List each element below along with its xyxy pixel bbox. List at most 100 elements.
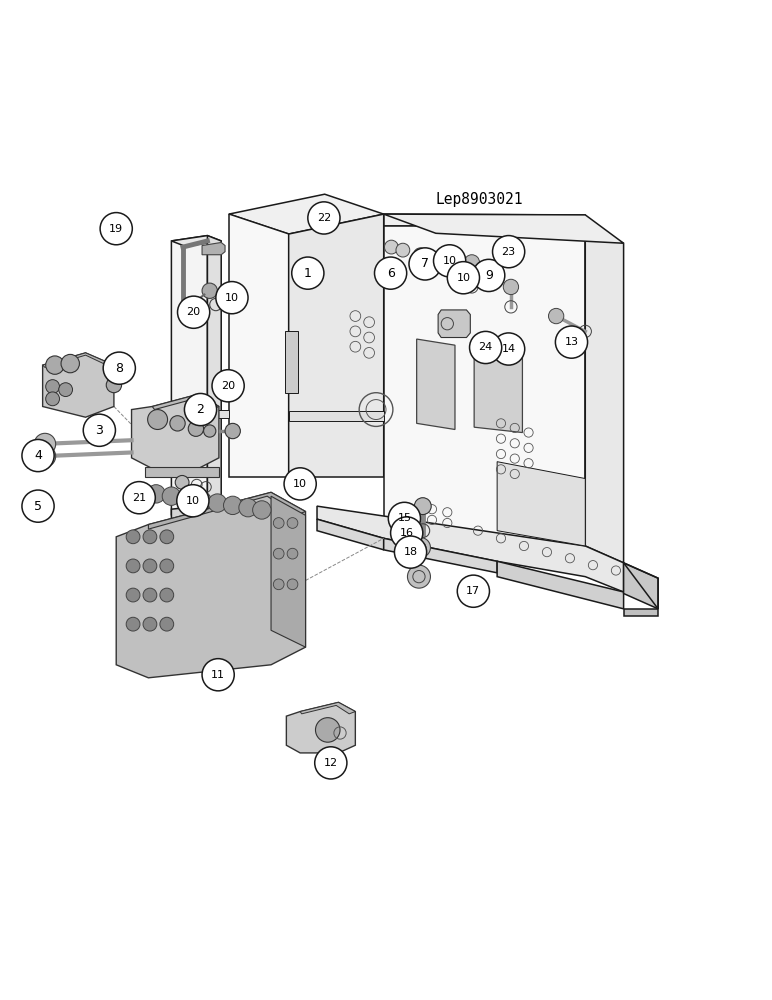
Text: 3: 3 bbox=[96, 424, 103, 437]
Circle shape bbox=[46, 356, 64, 374]
Circle shape bbox=[411, 538, 431, 557]
Polygon shape bbox=[229, 194, 384, 234]
Circle shape bbox=[160, 559, 174, 573]
Circle shape bbox=[34, 433, 56, 455]
Circle shape bbox=[143, 588, 157, 602]
Circle shape bbox=[143, 617, 157, 631]
Circle shape bbox=[178, 296, 210, 328]
Circle shape bbox=[212, 370, 244, 402]
Polygon shape bbox=[585, 226, 624, 563]
Polygon shape bbox=[271, 496, 306, 647]
Polygon shape bbox=[229, 214, 289, 477]
Circle shape bbox=[408, 565, 431, 588]
Polygon shape bbox=[208, 236, 222, 515]
Polygon shape bbox=[171, 236, 208, 515]
Text: 20: 20 bbox=[221, 381, 235, 391]
Polygon shape bbox=[289, 214, 384, 477]
Circle shape bbox=[469, 331, 502, 364]
Text: 17: 17 bbox=[466, 586, 480, 596]
Circle shape bbox=[434, 245, 466, 277]
Circle shape bbox=[22, 490, 54, 522]
Circle shape bbox=[34, 446, 56, 467]
Circle shape bbox=[46, 380, 59, 393]
Circle shape bbox=[374, 257, 407, 289]
Circle shape bbox=[394, 536, 427, 568]
Text: 22: 22 bbox=[317, 213, 331, 223]
Circle shape bbox=[216, 282, 248, 314]
Circle shape bbox=[422, 252, 435, 265]
Circle shape bbox=[143, 559, 157, 573]
Circle shape bbox=[147, 410, 168, 429]
Text: 14: 14 bbox=[502, 344, 516, 354]
Circle shape bbox=[193, 492, 212, 510]
Text: 12: 12 bbox=[323, 758, 338, 768]
Circle shape bbox=[384, 240, 398, 254]
Polygon shape bbox=[474, 343, 523, 433]
Circle shape bbox=[308, 202, 340, 234]
Circle shape bbox=[292, 257, 324, 289]
Circle shape bbox=[123, 482, 155, 514]
Circle shape bbox=[273, 518, 284, 528]
Circle shape bbox=[415, 498, 432, 515]
Polygon shape bbox=[438, 310, 470, 338]
Circle shape bbox=[391, 517, 423, 549]
Polygon shape bbox=[384, 538, 497, 573]
Polygon shape bbox=[42, 353, 114, 367]
Circle shape bbox=[287, 548, 298, 559]
Circle shape bbox=[177, 485, 209, 517]
Polygon shape bbox=[171, 521, 240, 532]
Circle shape bbox=[204, 425, 216, 437]
Text: 10: 10 bbox=[456, 273, 470, 283]
Circle shape bbox=[316, 718, 340, 742]
Polygon shape bbox=[285, 331, 298, 393]
Polygon shape bbox=[148, 492, 306, 529]
Text: 8: 8 bbox=[115, 362, 124, 375]
Polygon shape bbox=[152, 394, 219, 410]
Circle shape bbox=[126, 588, 140, 602]
Circle shape bbox=[202, 659, 234, 691]
Circle shape bbox=[493, 236, 525, 268]
Text: Lep8903021: Lep8903021 bbox=[436, 192, 523, 207]
Circle shape bbox=[287, 518, 298, 528]
Circle shape bbox=[555, 326, 587, 358]
Circle shape bbox=[414, 248, 428, 262]
Text: 24: 24 bbox=[479, 342, 493, 352]
Circle shape bbox=[126, 559, 140, 573]
Circle shape bbox=[225, 423, 240, 439]
Polygon shape bbox=[497, 462, 585, 546]
Polygon shape bbox=[144, 467, 219, 477]
Circle shape bbox=[107, 377, 121, 393]
Text: 16: 16 bbox=[400, 528, 414, 538]
Circle shape bbox=[396, 243, 410, 257]
Circle shape bbox=[284, 468, 317, 500]
Polygon shape bbox=[384, 226, 585, 546]
Polygon shape bbox=[208, 410, 229, 418]
Text: 7: 7 bbox=[421, 257, 429, 270]
Circle shape bbox=[188, 421, 204, 436]
Text: 1: 1 bbox=[304, 267, 312, 280]
Circle shape bbox=[103, 352, 135, 384]
Circle shape bbox=[147, 485, 165, 503]
Text: 6: 6 bbox=[387, 267, 394, 280]
Text: 10: 10 bbox=[442, 256, 456, 266]
Polygon shape bbox=[497, 561, 624, 609]
Circle shape bbox=[273, 548, 284, 559]
Circle shape bbox=[493, 333, 525, 365]
Text: 20: 20 bbox=[187, 307, 201, 317]
Text: 11: 11 bbox=[212, 670, 225, 680]
Circle shape bbox=[548, 308, 564, 324]
Circle shape bbox=[83, 414, 116, 446]
Circle shape bbox=[208, 494, 226, 512]
Text: 13: 13 bbox=[564, 337, 578, 347]
Text: 10: 10 bbox=[186, 496, 200, 506]
Circle shape bbox=[178, 489, 196, 508]
Circle shape bbox=[22, 439, 54, 472]
Circle shape bbox=[170, 416, 185, 431]
Circle shape bbox=[46, 392, 59, 406]
Polygon shape bbox=[624, 609, 658, 616]
Polygon shape bbox=[384, 214, 624, 243]
Text: 19: 19 bbox=[109, 224, 124, 234]
Text: 5: 5 bbox=[34, 500, 42, 513]
Circle shape bbox=[273, 579, 284, 590]
Circle shape bbox=[287, 579, 298, 590]
